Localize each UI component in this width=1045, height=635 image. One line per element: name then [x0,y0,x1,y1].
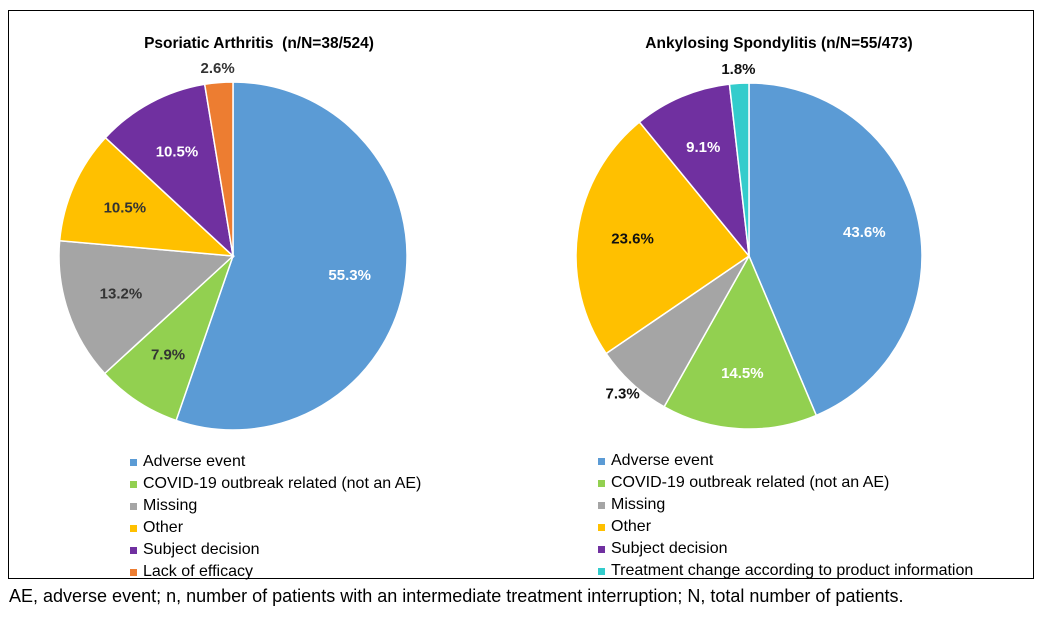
legend-swatch [130,458,137,466]
legend-label: Treatment change according to product in… [611,562,974,579]
legend-swatch [598,501,605,509]
legend-item-subject-decision: Subject decision [130,539,421,561]
data-label-missing: 7.3% [606,385,640,402]
pie-slice-other [575,121,751,355]
legend-item-subject-decision: Subject decision [598,538,973,560]
legend-ankylosing-spondylitis: Adverse event COVID-19 outbreak related (… [598,450,973,582]
legend-item-covid-19-outbreak-related-not-an-ae: COVID-19 outbreak related (not an AE) [598,472,973,494]
pie-slice-other [58,136,236,257]
legend-item-adverse-event: Adverse event [130,451,421,473]
legend-label: Missing [143,497,198,514]
legend-swatch [598,545,605,553]
legend-item-missing: Missing [130,495,421,517]
pie-slice-lack-of-efficacy [203,81,234,257]
data-label-covid-19-outbreak-related-not-an-ae: 7.9% [151,346,185,363]
pie-slice-subject-decision [104,83,235,259]
legend-item-other: Other [598,516,973,538]
pie-slice-missing [58,239,235,375]
legend-swatch [130,480,137,488]
pie-slice-adverse-event [748,82,923,417]
pie-chart-ankylosing-spondylitis: 43.6% 14.5% 7.3% 23.6% 9.1% 1.8% [575,61,923,430]
legend-item-adverse-event: Adverse event [598,450,973,472]
legend-swatch [130,546,137,554]
legend-item-treatment-change-according-to-product-information: Treatment change according to product in… [598,560,973,582]
legend-label: Subject decision [143,541,260,558]
legend-label: Adverse event [611,452,714,469]
pie-chart-psoriatic-arthritis: 55.3% 7.9% 13.2% 10.5% 10.5% 2.6% [58,60,408,431]
figure-frame: Psoriatic Arthritis (n/N=38/524) Ankylos… [8,10,1034,582]
legend-label: COVID-19 outbreak related (not an AE) [611,474,890,491]
pie-slice-treatment-change-according-to-product-information [728,82,750,257]
legend-item-lack-of-efficacy: Lack of efficacy [130,561,421,583]
legend-swatch [598,567,605,575]
legend-label: Other [143,519,184,536]
legend-label: Other [611,518,652,535]
legend-label: Lack of efficacy [143,563,253,580]
legend-swatch [598,523,605,531]
legend-label: Adverse event [143,453,246,470]
data-label-adverse-event: 43.6% [843,224,886,241]
legend-psoriatic-arthritis: Adverse event COVID-19 outbreak related (… [130,451,421,583]
legend-label: Subject decision [611,540,728,557]
data-label-missing: 13.2% [100,285,143,302]
legend-swatch [598,457,605,465]
legend-swatch [130,524,137,532]
chart-title-ankylosing-spondylitis: Ankylosing Spondylitis (n/N=55/473) [645,35,913,52]
pie-slice-adverse-event [175,81,408,431]
footnote: AE, adverse event; n, number of patients… [9,586,904,606]
legend-item-covid-19-outbreak-related-not-an-ae: COVID-19 outbreak related (not an AE) [130,473,421,495]
data-label-other: 10.5% [104,199,147,216]
legend-item-other: Other [130,517,421,539]
pie-slice-covid-19-outbreak-related-not-an-ae [663,254,818,430]
data-label-covid-19-outbreak-related-not-an-ae: 14.5% [721,365,764,382]
legend-label: COVID-19 outbreak related (not an AE) [143,475,422,492]
data-label-subject-decision: 10.5% [156,143,199,160]
data-label-treatment-change-according-to-product-information: 1.8% [721,61,755,78]
data-label-lack-of-efficacy: 2.6% [201,60,235,77]
legend-item-missing: Missing [598,494,973,516]
data-label-subject-decision: 9.1% [686,139,720,156]
legend-swatch [598,479,605,487]
chart-title-psoriatic-arthritis: Psoriatic Arthritis (n/N=38/524) [144,35,374,52]
pie-slice-subject-decision [638,83,751,259]
data-label-other: 23.6% [611,231,654,248]
legend-swatch [130,568,137,576]
data-label-adverse-event: 55.3% [328,267,371,284]
legend-swatch [130,502,137,510]
legend-label: Missing [611,496,666,513]
